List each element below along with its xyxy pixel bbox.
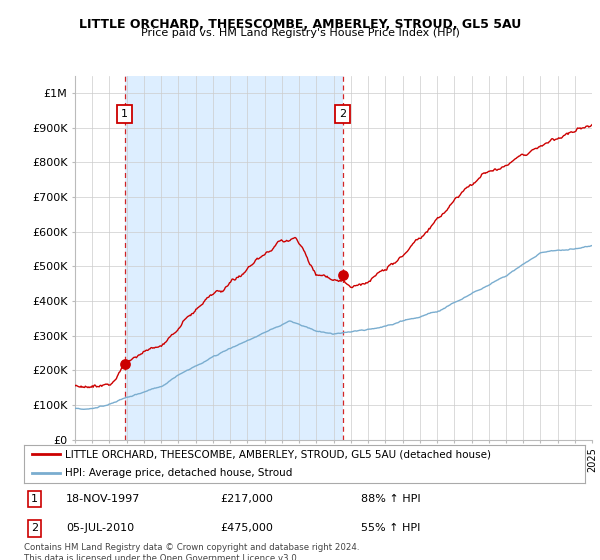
Text: HPI: Average price, detached house, Stroud: HPI: Average price, detached house, Stro… (65, 468, 292, 478)
Text: 1: 1 (121, 109, 128, 119)
Point (120, 360, 130, 369)
Text: 18-NOV-1997: 18-NOV-1997 (66, 494, 140, 504)
Text: £217,000: £217,000 (220, 494, 273, 504)
Text: 2: 2 (31, 524, 38, 534)
Text: Contains HM Land Registry data © Crown copyright and database right 2024.
This d: Contains HM Land Registry data © Crown c… (24, 543, 359, 560)
Text: 55% ↑ HPI: 55% ↑ HPI (361, 524, 420, 534)
Point (338, 270, 347, 279)
Text: 88% ↑ HPI: 88% ↑ HPI (361, 494, 420, 504)
Text: 2: 2 (339, 109, 346, 119)
Text: 05-JUL-2010: 05-JUL-2010 (66, 524, 134, 534)
Text: LITTLE ORCHARD, THEESCOMBE, AMBERLEY, STROUD, GL5 5AU: LITTLE ORCHARD, THEESCOMBE, AMBERLEY, ST… (79, 18, 521, 31)
Text: Price paid vs. HM Land Registry's House Price Index (HPI): Price paid vs. HM Land Registry's House … (140, 28, 460, 38)
Text: £475,000: £475,000 (220, 524, 273, 534)
Text: LITTLE ORCHARD, THEESCOMBE, AMBERLEY, STROUD, GL5 5AU (detached house): LITTLE ORCHARD, THEESCOMBE, AMBERLEY, ST… (65, 449, 491, 459)
Bar (125, 76, 343, 440)
Text: 1: 1 (31, 494, 38, 504)
